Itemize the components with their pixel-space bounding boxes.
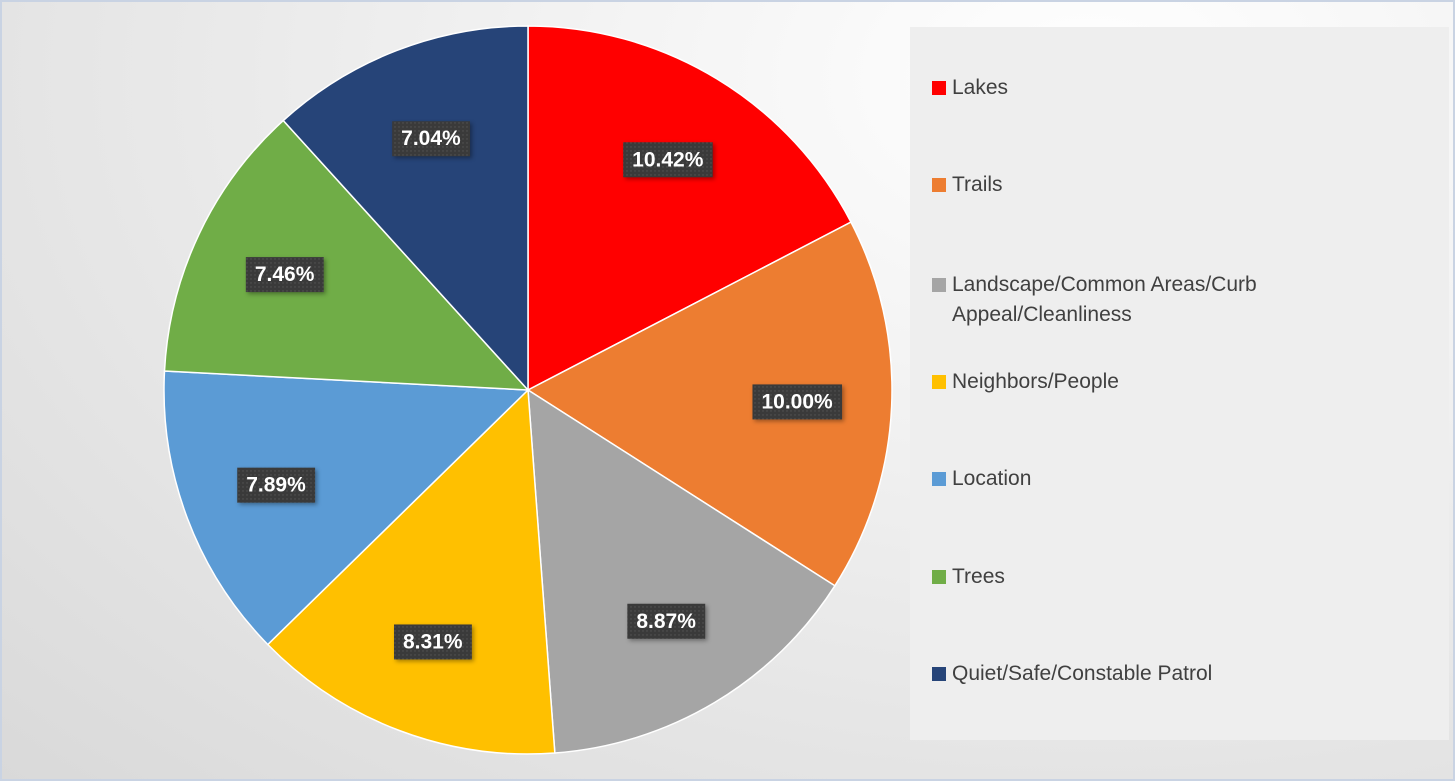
data-label-box: 7.04% <box>392 121 471 157</box>
data-label: 7.04% <box>401 127 461 150</box>
legend-entry: Trees <box>932 562 1402 592</box>
data-label: 7.89% <box>246 474 306 497</box>
data-label-box: 7.46% <box>245 257 324 293</box>
legend: Lakes Trails Landscape/Common Areas/Curb A… <box>910 27 1449 740</box>
pie-slice <box>163 119 530 391</box>
data-label: 8.87% <box>636 610 696 633</box>
pie-slice <box>527 388 836 754</box>
data-label-box: 10.00% <box>752 384 843 420</box>
legend-entry: Location <box>932 464 1402 494</box>
data-label-box: 8.31% <box>393 624 472 660</box>
label-background <box>393 624 472 660</box>
legend-swatch <box>932 278 946 292</box>
legend-swatch <box>932 472 946 486</box>
pie-slice <box>163 370 530 646</box>
legend-swatch <box>932 570 946 584</box>
legend-label: Trails <box>952 173 1003 196</box>
data-label: 8.31% <box>403 630 463 653</box>
data-label-box: 10.42% <box>623 142 713 178</box>
legend-label: Neighbors/People <box>952 370 1119 393</box>
pie-slice <box>266 388 556 755</box>
data-label-box: 8.87% <box>627 603 706 639</box>
data-label-box: 7.89% <box>237 467 316 503</box>
legend-swatch <box>932 81 946 95</box>
label-background <box>392 121 471 157</box>
label-background <box>627 603 706 639</box>
label-background <box>245 257 324 293</box>
legend-entry: Neighbors/People <box>932 367 1402 397</box>
data-label: 7.46% <box>255 263 315 286</box>
label-background <box>752 384 843 420</box>
legend-label: Location <box>952 467 1032 490</box>
legend-label: Lakes <box>952 76 1009 99</box>
legend-entry: Lakes <box>932 73 1402 103</box>
legend-label: Quiet/Safe/Constable Patrol <box>952 662 1213 685</box>
pie-slice <box>282 25 529 392</box>
legend-swatch <box>932 178 946 192</box>
legend-label: Landscape/Common Areas/Curb Appeal/Clean… <box>952 273 1257 326</box>
data-label: 10.00% <box>761 390 833 413</box>
data-label: 10.42% <box>632 148 704 171</box>
legend-entry: Landscape/Common Areas/Curb Appeal/Clean… <box>932 270 1402 330</box>
pie-slice <box>526 221 893 587</box>
legend-entry: Trails <box>932 170 1402 200</box>
legend-entry: Quiet/Safe/Constable Patrol <box>932 659 1402 689</box>
label-background <box>623 142 713 178</box>
legend-label: Trees <box>952 565 1005 588</box>
legend-swatch <box>932 375 946 389</box>
legend-swatch <box>932 667 946 681</box>
pie-slice <box>527 25 852 392</box>
label-background <box>237 467 316 503</box>
